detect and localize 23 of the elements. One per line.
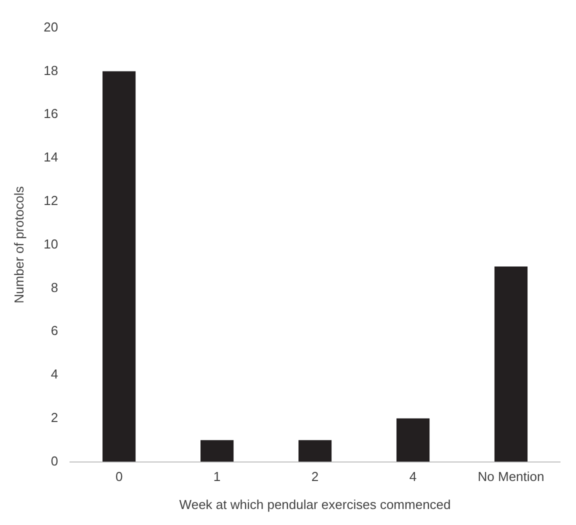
bar [298,440,332,462]
y-tick-label: 10 [44,236,58,252]
y-tick-label: 12 [44,192,58,208]
y-tick-label: 14 [44,150,58,165]
y-tick-label: 4 [50,366,58,382]
bar [200,440,234,462]
y-tick-label: 16 [44,106,58,122]
x-tick-label: 0 [115,469,123,484]
x-tick-label: 1 [213,469,221,484]
y-tick-label: 6 [50,323,58,338]
y-tick-label: 2 [50,410,58,425]
y-tick-label: 8 [50,280,58,295]
bar [396,418,430,462]
y-tick-label: 0 [50,453,58,468]
bar [494,266,528,462]
x-tick-label: No Mention [478,469,544,484]
y-tick-label: 20 [44,19,58,34]
x-axis-title: Week at which pendular exercises commenced [179,496,451,512]
y-tick-label: 18 [44,62,58,78]
x-tick-label: 4 [409,469,417,484]
y-axis-title: Number of protocols [11,186,26,304]
x-tick-label: 2 [311,469,319,484]
bar [102,71,136,462]
